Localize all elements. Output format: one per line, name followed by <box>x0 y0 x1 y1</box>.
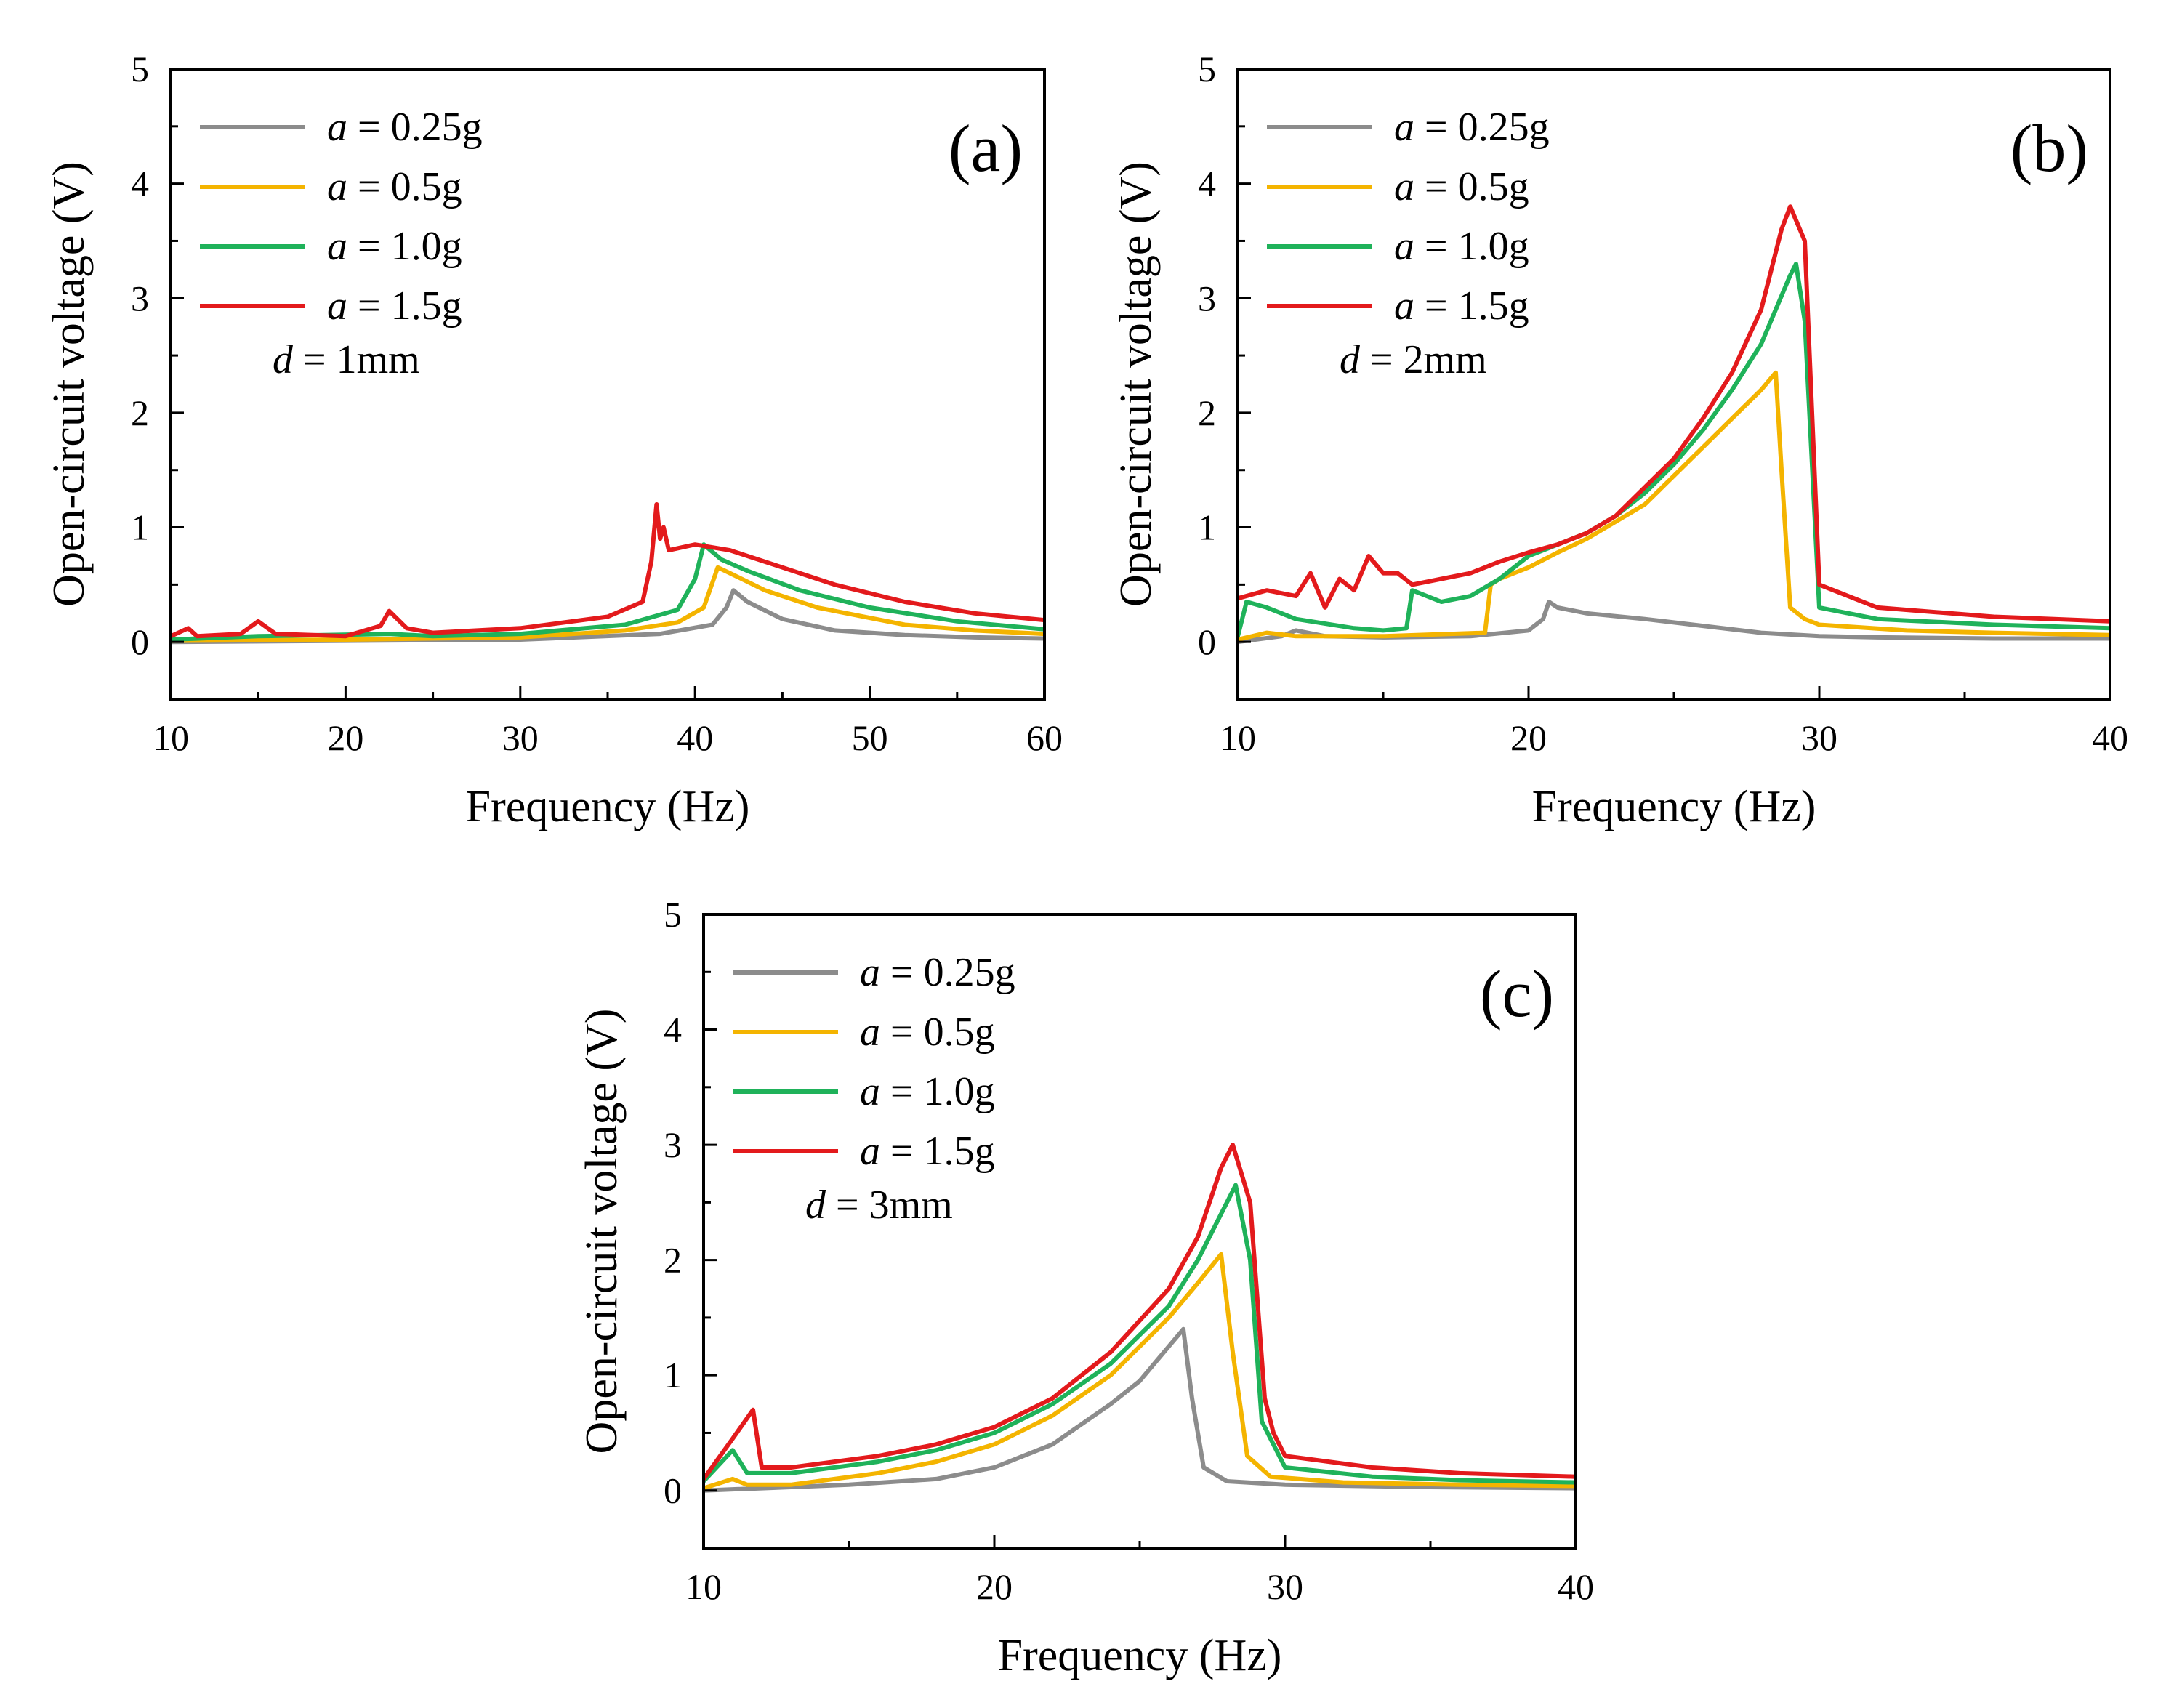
series-line-4 <box>704 1143 1576 1481</box>
y-tick-label: 3 <box>131 278 149 318</box>
x-tick-label: 30 <box>1267 1566 1303 1607</box>
chart-panel-3: 10 20 30 40 0 1 2 3 4 5 Frequency (Hz) Open-circuit… <box>577 894 1594 1680</box>
y-axis-label: Open-circuit voltage (V) <box>44 161 94 607</box>
chart-panel-1: 10 20 30 40 50 60 0 1 2 3 4 5 Frequency (Hz) Open-cir… <box>44 49 1063 831</box>
series-line-1 <box>704 1326 1576 1493</box>
y-tick-label: 3 <box>664 1124 682 1165</box>
gap-annotation: d = 3mm <box>805 1183 953 1228</box>
x-tick-label: 10 <box>1220 717 1256 758</box>
y-tick-label: 5 <box>131 49 149 89</box>
x-axis-label: Frequency (Hz) <box>1532 782 1816 831</box>
x-tick-label: 20 <box>1510 717 1547 758</box>
x-tick-label: 20 <box>976 1566 1013 1607</box>
y-tick-label: 0 <box>131 621 149 662</box>
y-axis-label: Open-circuit voltage (V) <box>577 1009 627 1454</box>
gap-annotation: d = 1mm <box>273 337 420 382</box>
y-tick-label: 5 <box>1198 49 1216 89</box>
series-line-2 <box>704 1252 1576 1491</box>
panel-tag: (a) <box>949 111 1023 185</box>
legend-entry: a = 0.5g <box>1394 164 1529 209</box>
x-axis-label: Frequency (Hz) <box>466 782 750 831</box>
legend-entry: a = 1.0g <box>860 1069 995 1114</box>
x-tick-label: 40 <box>1558 1566 1594 1607</box>
legend-entry: a = 1.0g <box>1394 224 1529 269</box>
legend-entry: a = 1.5g <box>860 1129 995 1174</box>
y-tick-label: 2 <box>664 1240 682 1281</box>
series-line-4 <box>1238 204 2110 624</box>
legend-entry: a = 0.5g <box>327 164 462 209</box>
gap-annotation: d = 2mm <box>1340 337 1487 382</box>
y-tick-label: 1 <box>131 507 149 548</box>
panel-tag: (c) <box>1480 956 1554 1031</box>
y-tick-label: 4 <box>131 164 149 204</box>
x-tick-label: 10 <box>153 717 189 758</box>
plot-frame <box>1236 68 2111 701</box>
series-line-3 <box>704 1183 1576 1485</box>
x-axis-label: Frequency (Hz) <box>998 1631 1282 1680</box>
series-line-2 <box>171 565 1044 643</box>
y-tick-label: 2 <box>1198 392 1216 433</box>
plot-frame <box>702 913 1577 1550</box>
y-tick-label: 1 <box>1198 507 1216 548</box>
legend-entry: a = 0.5g <box>860 1010 995 1055</box>
x-tick-label: 10 <box>685 1566 722 1607</box>
x-tick-label: 30 <box>1801 717 1837 758</box>
series-line-3 <box>1238 262 2110 639</box>
y-tick-label: 5 <box>664 894 682 935</box>
panel-tag: (b) <box>2010 111 2088 185</box>
y-tick-label: 3 <box>1198 278 1216 318</box>
x-tick-label: 40 <box>2092 717 2128 758</box>
series-line-2 <box>1238 370 2110 642</box>
series-line-4 <box>171 502 1044 639</box>
x-tick-label: 60 <box>1026 717 1063 758</box>
series-line-3 <box>171 542 1044 642</box>
x-tick-label: 50 <box>852 717 888 758</box>
y-tick-label: 0 <box>1198 621 1216 662</box>
y-tick-label: 1 <box>664 1355 682 1395</box>
legend-entry: a = 0.25g <box>860 950 1015 995</box>
series-line-1 <box>171 588 1044 645</box>
legend-entry: a = 1.5g <box>1394 283 1529 329</box>
legend-entry: a = 0.25g <box>327 105 483 150</box>
legend-entry: a = 1.5g <box>327 283 462 329</box>
x-tick-label: 20 <box>327 717 363 758</box>
legend-entry: a = 1.0g <box>327 224 462 269</box>
x-tick-label: 30 <box>502 717 539 758</box>
chart-panel-2: 10 20 30 40 0 1 2 3 4 5 Frequency (Hz) Open-circuit… <box>1111 49 2128 831</box>
y-tick-label: 2 <box>131 392 149 433</box>
y-tick-label: 0 <box>664 1470 682 1511</box>
y-tick-label: 4 <box>1198 164 1216 204</box>
y-tick-label: 4 <box>664 1010 682 1050</box>
legend-entry: a = 0.25g <box>1394 105 1550 150</box>
x-tick-label: 40 <box>677 717 713 758</box>
y-axis-label: Open-circuit voltage (V) <box>1111 161 1161 607</box>
